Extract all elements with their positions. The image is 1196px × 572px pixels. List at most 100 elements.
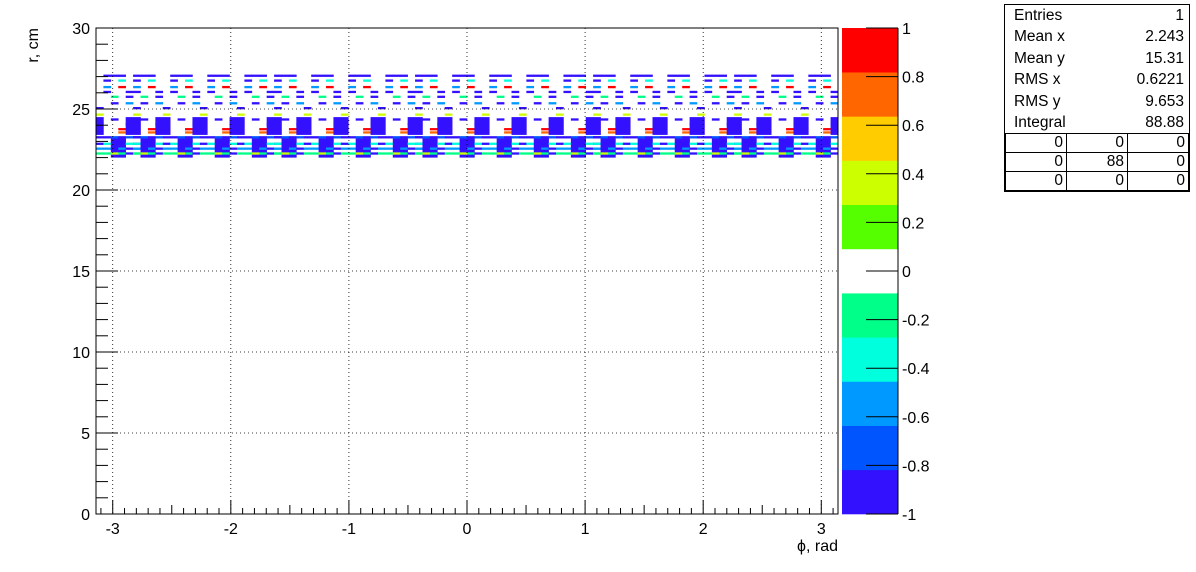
- heatmap-cell: [726, 102, 735, 105]
- heatmap-cell: [377, 107, 386, 110]
- heatmap-cell: [118, 128, 126, 131]
- heatmap-cell: [734, 113, 742, 116]
- heatmap-cell: [630, 85, 638, 89]
- heatmap-cell: [103, 85, 112, 89]
- heatmap-cell: [585, 102, 594, 105]
- heatmap-cell: [481, 142, 490, 145]
- heatmap-cell: [481, 152, 490, 155]
- heatmap-cell: [786, 152, 794, 155]
- heatmap-cell: [748, 136, 757, 139]
- heatmap-cell: [66, 143, 74, 145]
- heatmap-cell: [429, 142, 438, 145]
- heatmap-cell: [504, 79, 512, 82]
- heatmap-cell: [452, 85, 460, 89]
- heatmap-cell: [541, 74, 549, 77]
- heatmap-cell: [244, 142, 253, 145]
- heatmap-cell: [578, 128, 587, 131]
- heatmap-cell: [296, 147, 305, 150]
- heatmap-cell: [74, 148, 82, 150]
- heatmap-cell: [541, 152, 549, 155]
- heatmap-cell: [474, 142, 483, 145]
- heatmap-cell: [147, 131, 156, 134]
- heatmap-cell: [170, 90, 178, 94]
- heatmap-cell: [711, 147, 720, 150]
- heatmap-cell: [741, 136, 750, 139]
- palette-swatch: [842, 204, 898, 250]
- heatmap-cell: [407, 95, 416, 98]
- heatmap-cell: [251, 74, 260, 77]
- heatmap-cell: [377, 113, 386, 116]
- heatmap-cell: [244, 152, 253, 155]
- heatmap-cell: [81, 79, 89, 81]
- heatmap-cell: [808, 152, 817, 155]
- heatmap-cell: [333, 95, 342, 98]
- heatmap-cell: [74, 75, 82, 77]
- heatmap-cell: [236, 152, 245, 155]
- heatmap-cell: [652, 152, 661, 155]
- heatmap-cell: [793, 152, 802, 155]
- stats-value: 2.243: [1145, 28, 1184, 46]
- heatmap-cell: [147, 147, 156, 150]
- heatmap-cell: [103, 136, 112, 139]
- heatmap-cell: [199, 142, 208, 145]
- heatmap-cell: [674, 136, 683, 139]
- heatmap-cell: [370, 152, 379, 155]
- heatmap-cell: [689, 142, 698, 145]
- heatmap-cell: [370, 102, 379, 105]
- heatmap-cell: [96, 152, 104, 155]
- heatmap-cell: [808, 142, 817, 145]
- heatmap-cell: [214, 147, 223, 150]
- heatmap-cell: [429, 74, 438, 77]
- heatmap-cell: [823, 152, 831, 155]
- heatmap-cell: [185, 74, 193, 77]
- heatmap-cell: [823, 85, 831, 89]
- heatmap-cell: [674, 74, 683, 77]
- heatmap-cell: [637, 102, 646, 105]
- heatmap-cell: [140, 102, 149, 105]
- heatmap-cell: [719, 79, 727, 82]
- heatmap-cell: [214, 102, 223, 105]
- heatmap-cell: [377, 142, 386, 145]
- heatmap-cell: [229, 90, 238, 94]
- heatmap-cell: [489, 147, 497, 150]
- heatmap-cell: [162, 136, 171, 139]
- palette-tick-label: 1: [902, 21, 911, 38]
- heatmap-cell: [541, 79, 549, 82]
- heatmap-cell: [207, 136, 216, 139]
- heatmap-cell: [563, 74, 572, 77]
- heatmap-cell: [541, 131, 549, 134]
- heatmap-cell: [407, 152, 416, 155]
- heatmap-cell: [155, 152, 164, 155]
- heatmap-cell: [288, 142, 297, 145]
- heatmap-cell: [74, 96, 82, 98]
- heatmap-cell: [593, 147, 601, 150]
- heatmap-cell: [563, 85, 572, 89]
- heatmap-cell: [147, 136, 156, 139]
- heatmap-cell: [474, 95, 483, 98]
- heatmap-cell: [244, 147, 253, 150]
- heatmap-cell: [511, 95, 520, 98]
- heatmap-cell: [281, 118, 290, 121]
- heatmap-cell: [140, 152, 149, 155]
- heatmap-cell: [637, 136, 646, 139]
- heatmap-cell: [274, 113, 282, 116]
- heatmap-cell: [615, 152, 624, 155]
- heatmap-cell: [474, 136, 483, 139]
- heatmap-cell: [496, 74, 505, 77]
- heatmap-cell: [348, 142, 356, 145]
- heatmap-cell: [815, 102, 824, 105]
- heatmap-cell: [340, 147, 349, 150]
- heatmap-cell: [600, 102, 609, 105]
- heatmap-cell: [66, 152, 74, 154]
- heatmap-cell: [652, 117, 668, 135]
- heatmap-cell: [311, 90, 319, 94]
- heatmap-cell: [236, 136, 245, 139]
- heatmap-cell: [652, 136, 661, 139]
- heatmap-cell: [125, 102, 134, 105]
- heatmap-cell: [830, 117, 838, 135]
- heatmap-cell: [296, 102, 305, 105]
- heatmap-cell: [155, 90, 164, 94]
- heatmap-cell: [637, 152, 646, 155]
- heatmap-cell: [652, 90, 661, 94]
- heatmap-cell: [489, 85, 497, 89]
